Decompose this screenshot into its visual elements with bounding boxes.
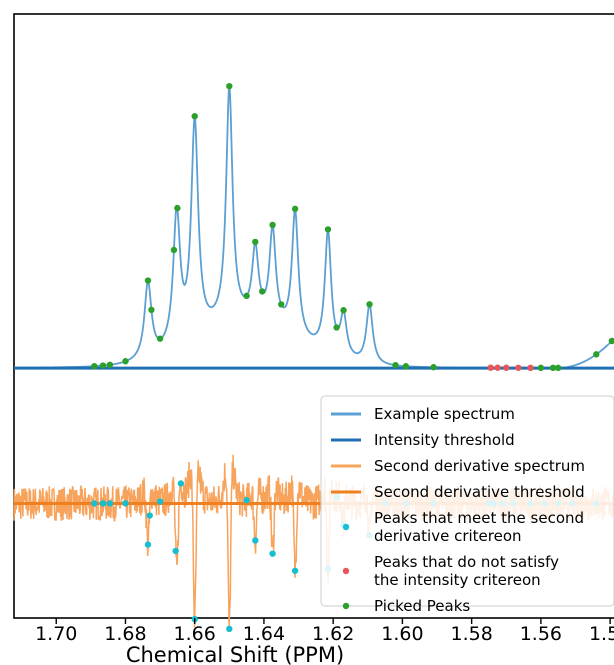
legend-label: Peaks that meet the second (374, 509, 584, 527)
picked-peak-point (259, 288, 266, 295)
picked-peak-point (278, 301, 285, 308)
fail-intensity-point (487, 364, 494, 371)
legend-label: Second derivative spectrum (374, 457, 585, 475)
meet-criterion-point (156, 498, 164, 505)
plot-area (13, 82, 614, 633)
picked-peak-point (291, 205, 299, 213)
meet-criterion-point (172, 547, 179, 555)
picked-peak-point (170, 246, 178, 254)
picked-peak-point (324, 226, 332, 233)
fail-intensity-point (494, 364, 501, 371)
x-tick-label: 1.58 (450, 623, 492, 645)
picked-peak-point (226, 82, 233, 90)
x-tick-label: 1.60 (381, 623, 423, 645)
x-axis: 1.70 1.68 1.66 1.64 1.62 1.60 1.58 1.56 1.54 (35, 618, 614, 645)
x-tick-label: 1.62 (312, 623, 354, 645)
picked-peak-point (122, 358, 129, 365)
meet-criterion-point (226, 625, 233, 633)
picked-peak-point (91, 362, 98, 370)
meet-criterion-point (177, 480, 185, 487)
picked-peak-point (333, 324, 340, 331)
picked-peak-point (608, 337, 614, 345)
meet-criterion-point (146, 512, 153, 519)
legend-label: Intensity threshold (374, 431, 515, 449)
x-tick-label: 1.70 (35, 623, 77, 645)
picked-peak-point (549, 364, 557, 372)
picked-peak-point (402, 363, 410, 370)
meet-criterion-point (144, 541, 152, 548)
x-tick-label: 1.56 (520, 623, 562, 645)
picked-peak-point (252, 238, 259, 246)
picked-peak-point (593, 351, 600, 358)
legend-box (320, 395, 614, 607)
meet-criterion-point (243, 497, 250, 504)
picked-peak-point (366, 301, 373, 308)
picked-peak-point (537, 364, 545, 372)
x-tick-label: 1.64 (243, 623, 285, 645)
meet-criterion-point (99, 500, 107, 507)
legend-dot-swatch (342, 602, 350, 610)
x-tick-label: 1.66 (174, 623, 216, 645)
picked-peak-point (340, 307, 347, 314)
fail-intensity-point (527, 364, 534, 372)
picked-peak-point (191, 113, 198, 120)
meet-criterion-point (122, 500, 129, 507)
picked-peak-point (106, 361, 114, 368)
legend: Example spectrum Intensity threshold Secon… (320, 395, 614, 615)
picked-peak-point (392, 361, 399, 369)
picked-peak-point (269, 221, 276, 229)
x-axis-label: Chemical Shift (PPM) (126, 643, 344, 665)
meet-criterion-point (291, 567, 299, 574)
picked-peak-point (144, 277, 152, 284)
x-tick-label: 1.68 (104, 623, 146, 645)
legend-label: Example spectrum (374, 405, 515, 423)
legend-label: derivative critereon (374, 527, 522, 545)
picked-peak-point (554, 364, 562, 372)
meet-criterion-point (106, 500, 114, 507)
legend-label: Second derivative threshold (374, 483, 585, 501)
legend-label: Picked Peaks (374, 597, 470, 615)
meet-criterion-point (252, 537, 259, 544)
picked-peak-point (430, 364, 437, 371)
legend-dot-swatch (342, 523, 350, 531)
x-tick-label: 1.54 (589, 623, 614, 645)
picked-peak-point (243, 292, 250, 300)
legend-dot-swatch (342, 567, 350, 575)
fail-intensity-point (503, 364, 510, 371)
legend-label: the intensity critereon (374, 571, 541, 589)
picked-peak-point (156, 335, 164, 342)
picked-peak-point (148, 306, 155, 314)
meet-criterion-point (269, 550, 276, 557)
picked-peak-point (174, 204, 181, 212)
picked-peak-point (99, 362, 107, 369)
meet-criterion-point (91, 500, 98, 507)
fail-intensity-point (515, 364, 522, 371)
legend-label: Peaks that do not satisfy (374, 553, 559, 571)
